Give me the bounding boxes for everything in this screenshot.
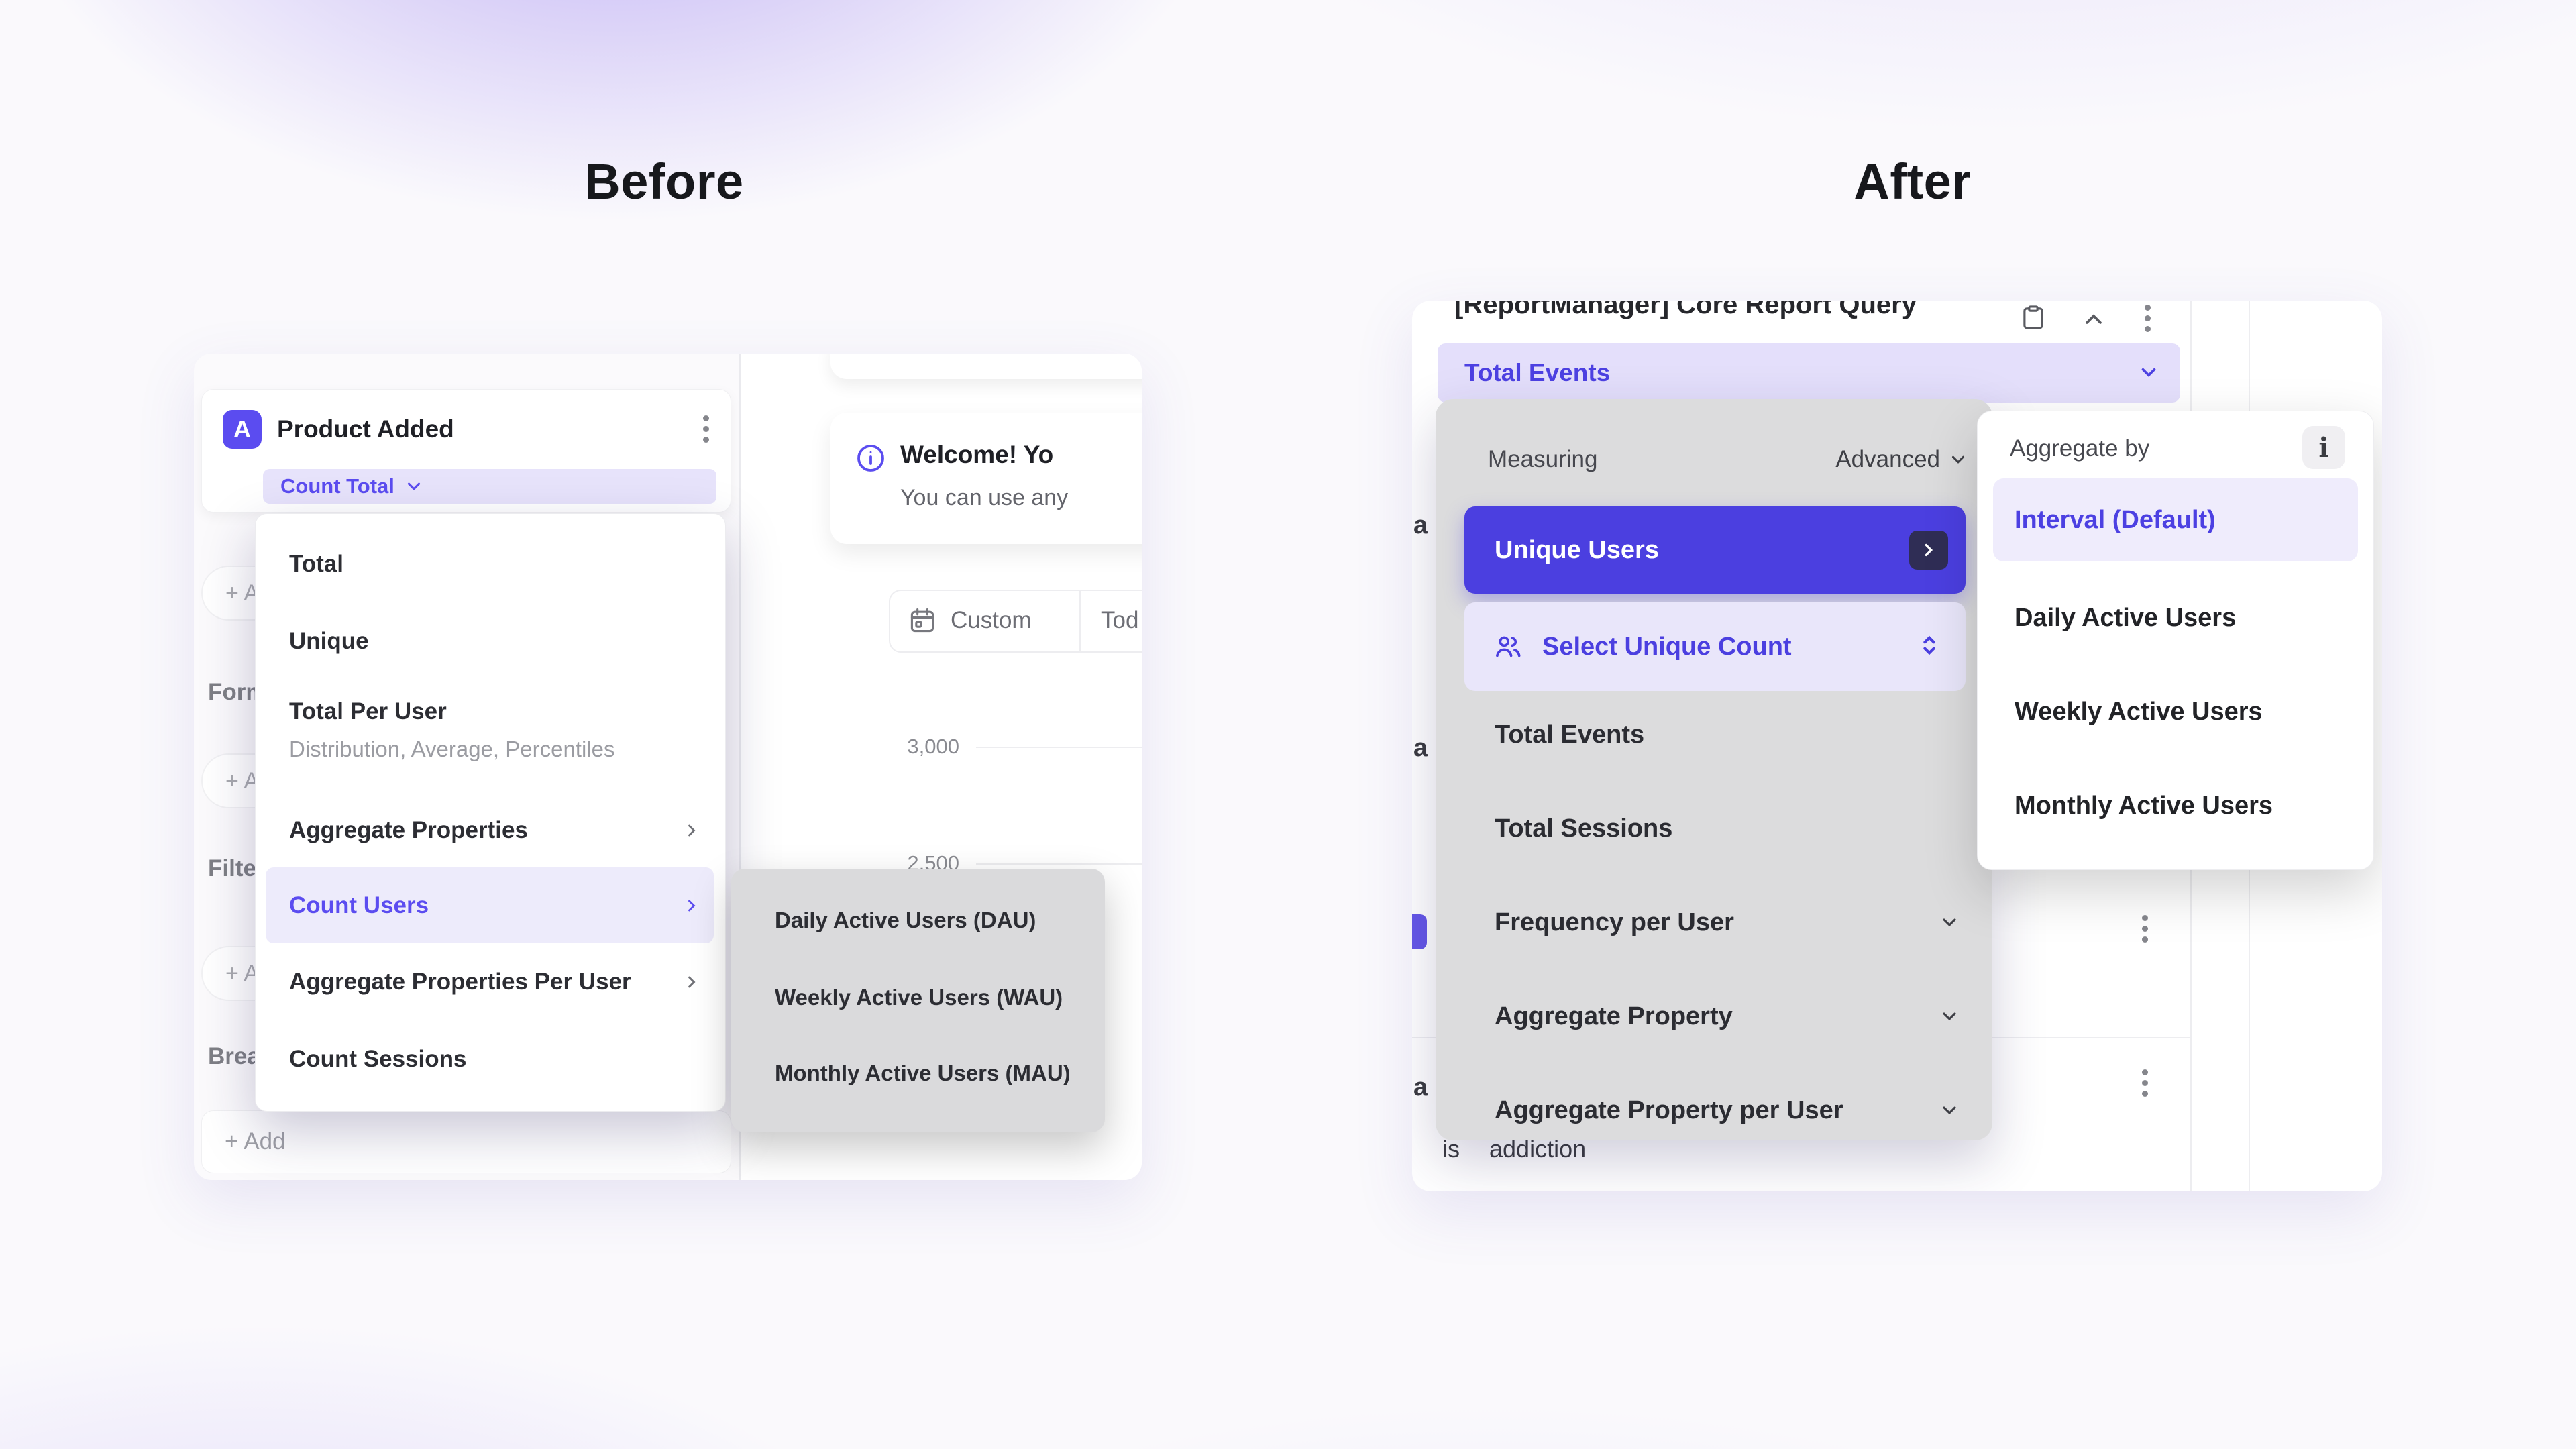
section-label-filters: Filte xyxy=(208,855,256,881)
clipped-card-fragment xyxy=(830,354,1142,379)
menu-item-aggregate-property[interactable]: Aggregate Property xyxy=(1495,997,1960,1036)
flyout-item-interval-default[interactable]: Interval (Default) xyxy=(1993,478,2358,561)
clipped-purple-button xyxy=(1412,914,1427,949)
count-total-label: Count Total xyxy=(280,474,394,498)
select-unique-count-button[interactable]: Select Unique Count xyxy=(1464,602,1966,691)
panel-divider xyxy=(739,354,741,1180)
measuring-dropdown-menu: Measuring Advanced Unique Users Select U… xyxy=(1436,399,1992,1140)
menu-item-count-sessions[interactable]: Count Sessions xyxy=(289,1046,467,1072)
chart-gridline xyxy=(976,747,1142,748)
event-card: A Product Added Count Total xyxy=(201,389,731,513)
chevron-right-icon xyxy=(1925,543,1933,557)
y-axis-label: 3,000 xyxy=(907,735,959,758)
aggregate-by-flyout: Aggregate by i Interval (Default) Daily … xyxy=(1977,411,2374,870)
welcome-body: You can use any xyxy=(900,485,1069,511)
aggregate-by-label: Aggregate by xyxy=(2010,435,2150,462)
menu-item-total-per-user[interactable]: Total Per User xyxy=(289,698,447,724)
submenu-item-wau[interactable]: Weekly Active Users (WAU) xyxy=(775,985,1063,1010)
clipped-row-text: a xyxy=(1413,511,1428,539)
info-icon[interactable]: i xyxy=(2302,426,2345,469)
after-title: After xyxy=(1854,154,1972,209)
before-title: Before xyxy=(584,154,744,209)
menu-item-total[interactable]: Total xyxy=(289,551,344,577)
submenu-arrow-button[interactable] xyxy=(1909,531,1948,570)
date-range-picker: Custom Tod xyxy=(889,590,1142,653)
clipboard-icon[interactable] xyxy=(2019,303,2047,331)
users-icon xyxy=(1496,636,1521,657)
menu-item-aggregate-property-per-user[interactable]: Aggregate Property per User xyxy=(1495,1091,1960,1130)
submenu-item-dau[interactable]: Daily Active Users (DAU) xyxy=(775,908,1036,932)
kebab-menu-icon[interactable] xyxy=(703,415,709,443)
chevron-down-icon xyxy=(1943,918,1956,927)
menu-item-frequency-per-user[interactable]: Frequency per User xyxy=(1495,903,1960,942)
date-button-divider xyxy=(1079,591,1081,651)
chart-gridline xyxy=(976,863,1142,865)
after-app-screenshot: [ReportManager] Core Report Query Total … xyxy=(1412,301,2382,1191)
menu-item-total-events[interactable]: Total Events xyxy=(1495,720,1645,749)
advanced-dropdown[interactable]: Advanced xyxy=(1835,446,1968,473)
chevron-down-icon xyxy=(1943,1106,1956,1115)
flyout-item-weekly-active-users[interactable]: Weekly Active Users xyxy=(2015,697,2263,726)
flyout-item-daily-active-users[interactable]: Daily Active Users xyxy=(2015,603,2237,632)
measurement-dropdown-menu: Total Unique Total Per User Distribution… xyxy=(255,513,726,1112)
add-button-label: + Add xyxy=(225,1128,286,1155)
chevron-up-icon[interactable] xyxy=(2080,306,2107,333)
measuring-label: Measuring xyxy=(1488,446,1598,472)
chevron-down-icon xyxy=(2141,368,2156,377)
chevron-up-down-icon xyxy=(1923,635,1935,655)
clipped-row-text: a xyxy=(1413,1073,1428,1102)
chevron-down-icon xyxy=(1943,1012,1956,1021)
chevron-down-icon xyxy=(407,482,421,491)
breakdown-add-row[interactable]: + Add xyxy=(201,1110,731,1173)
chevron-right-icon xyxy=(688,900,696,912)
chevron-down-icon xyxy=(1952,455,1964,464)
welcome-title: Welcome! Yo xyxy=(900,441,1054,468)
submenu-item-mau[interactable]: Monthly Active Users (MAU) xyxy=(775,1061,1071,1085)
menu-item-total-sessions[interactable]: Total Sessions xyxy=(1495,814,1673,843)
event-name: Product Added xyxy=(277,415,454,443)
welcome-banner: Welcome! Yo You can use any xyxy=(830,413,1142,544)
kebab-menu-icon[interactable] xyxy=(2145,305,2151,332)
info-circle-icon xyxy=(857,445,884,472)
section-label-breakdown: Brea xyxy=(208,1043,260,1069)
menu-item-aggregate-properties-per-user[interactable]: Aggregate Properties Per User xyxy=(289,963,701,1001)
event-badge: A xyxy=(223,410,262,449)
selected-row-highlight xyxy=(266,867,714,943)
date-today-button[interactable]: Tod xyxy=(1101,607,1139,633)
count-total-chip[interactable]: Count Total xyxy=(263,469,716,504)
menu-item-count-users[interactable]: Count Users xyxy=(289,887,701,924)
total-events-value: Total Events xyxy=(1464,359,1611,386)
clipped-row-text: a xyxy=(1413,734,1428,762)
calendar-icon xyxy=(910,608,934,633)
kebab-menu-icon[interactable] xyxy=(2142,1069,2148,1097)
chevron-right-icon xyxy=(688,824,696,837)
menu-item-aggregate-properties[interactable]: Aggregate Properties xyxy=(289,812,701,849)
before-app-screenshot: Welcome! Yo You can use any Custom Tod 3… xyxy=(194,354,1142,1180)
menu-item-unique[interactable]: Unique xyxy=(289,628,369,654)
date-custom-button[interactable]: Custom xyxy=(951,607,1032,633)
unique-users-selected-item[interactable]: Unique Users xyxy=(1464,506,1966,594)
menu-item-sublabel: Distribution, Average, Percentiles xyxy=(289,737,615,761)
count-users-submenu: Daily Active Users (DAU) Weekly Active U… xyxy=(731,869,1105,1132)
kebab-menu-icon[interactable] xyxy=(2142,915,2148,943)
chevron-right-icon xyxy=(688,976,696,988)
report-query-title: [ReportManager] Core Report Query xyxy=(1454,301,1917,319)
flyout-item-monthly-active-users[interactable]: Monthly Active Users xyxy=(2015,791,2273,820)
total-events-select[interactable]: Total Events xyxy=(1438,343,2180,402)
